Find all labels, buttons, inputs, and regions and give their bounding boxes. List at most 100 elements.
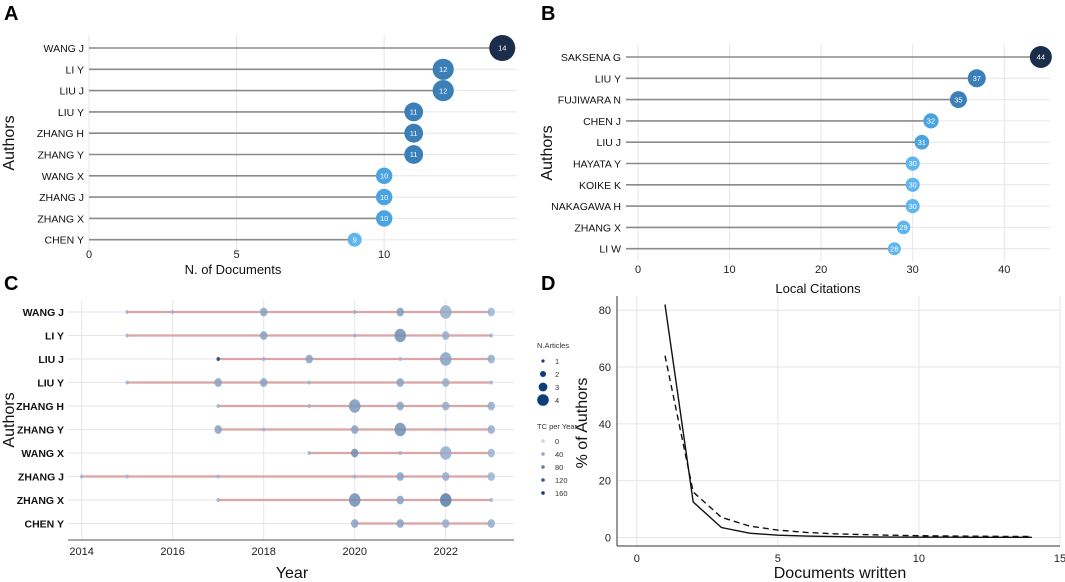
panel-c-bubble-8-4 (489, 498, 493, 502)
panel-d-xtick-label-2: 10 (913, 553, 925, 565)
panel-a-value-label-8: 10 (380, 214, 388, 223)
panel-letter-b: B (541, 3, 555, 25)
panel-c-xtick-label-3: 2020 (342, 546, 366, 558)
panel-c-bubble-7-3 (353, 474, 357, 479)
panel-b-category-label-2: FUJIWARA N (558, 95, 621, 107)
panel-b-dot-6 (905, 177, 920, 192)
panel-c-author-label-9: CHEN Y (25, 519, 64, 531)
panel-c-bubble-5-0 (214, 425, 222, 434)
panel-a-value-label-9: 9 (353, 235, 357, 244)
panel-c-bubble-2-0 (216, 357, 220, 361)
panel-b-xlabel: Local Citations (775, 281, 861, 296)
panel-b-value-label-1: 37 (973, 74, 981, 83)
panel-c-bubble-2-3 (398, 357, 402, 361)
panel-c-bubble-8-0 (216, 498, 220, 502)
panel-c-bubble-9-3 (487, 519, 495, 528)
panel-b-xtick-label-3: 30 (907, 264, 919, 276)
panel-c-bubble-1-0 (125, 333, 129, 338)
panel-c-legend-tc-title: TC per Year (537, 422, 578, 431)
panel-a-value-label-2: 12 (439, 86, 447, 95)
panel-letter-a: A (4, 3, 18, 25)
panel-a-category-label-4: ZHANG H (37, 128, 84, 140)
panel-b-value-label-4: 31 (918, 138, 926, 147)
panel-c-xlabel: Year (276, 565, 309, 582)
panel-c-bubble-4-0 (216, 404, 220, 408)
panel-c-bubble-7-2 (216, 474, 220, 479)
panel-c-bubble-7-5 (441, 472, 450, 481)
panel-a-dot-1 (432, 58, 454, 80)
panel-a-dot-5 (404, 145, 424, 164)
panel-c-bubble-8-2 (396, 495, 404, 505)
panel-c-bubble-4-1 (307, 404, 311, 408)
panel-a-dot-8 (375, 210, 393, 227)
panel-b-dot-2 (949, 91, 967, 109)
panel-c-legend-size-label-1: 2 (555, 370, 559, 379)
panel-b-category-label-8: ZHANG X (574, 222, 621, 234)
panel-b-value-label-2: 35 (954, 95, 962, 104)
panel-d-ylabel: % of Authors (574, 378, 591, 469)
panel-c-legend-tc-dot-0 (541, 439, 545, 443)
panel-c-bubble-9-0 (350, 519, 359, 528)
panel-c-bubble-0-5 (439, 305, 452, 319)
panel-c-bubble-2-5 (487, 354, 495, 364)
panel-c-bubble-5-1 (261, 427, 266, 432)
panel-c-legend-tc-dot-2 (541, 465, 545, 469)
panel-c-legend-size-dot-3 (537, 394, 549, 406)
panel-c-legend-size-dot-0 (541, 359, 545, 363)
panel-b-category-label-1: LIU Y (595, 73, 621, 85)
panel-c-author-label-2: LIU J (38, 354, 64, 366)
panel-b-category-label-7: NAKAGAWA H (551, 201, 621, 213)
panel-c-author-label-8: ZHANG X (17, 495, 64, 507)
panel-d-ytick-label-2: 40 (599, 419, 611, 431)
panel-c-bubble-7-0 (79, 474, 84, 479)
panel-a-value-label-4: 11 (410, 129, 418, 138)
panel-b-dot-7 (905, 199, 920, 214)
panel-b-category-label-0: SAKSENA G (561, 52, 621, 64)
panel-b-dot-5 (905, 156, 920, 171)
panel-a-xtick-label-0: 0 (86, 249, 92, 261)
panel-d-ytick-label-1: 20 (599, 476, 611, 488)
panel-a-dot-3 (404, 102, 424, 122)
panel-b-category-label-4: LIU J (596, 137, 621, 149)
panel-c-bubble-1-5 (489, 333, 493, 338)
panel-d-xlabel: Documents written (774, 565, 907, 582)
panel-b-value-label-9: 28 (890, 244, 898, 253)
panel-d-series-line-1 (664, 355, 1032, 538)
panel-a-dot-6 (375, 167, 393, 184)
panel-c-bubble-0-3 (353, 310, 357, 314)
panel-c-bubble-1-3 (394, 328, 407, 343)
panel-c-bubble-5-5 (487, 425, 495, 434)
panel-c-bubble-7-6 (487, 472, 495, 481)
panel-c-bubble-6-3 (439, 446, 452, 460)
panel-a-xlabel: N. of Documents (185, 262, 282, 277)
panel-c-bubble-3-1 (214, 378, 222, 387)
panel-a-category-label-0: WANG J (44, 43, 84, 55)
panel-a-category-label-3: LIU Y (58, 107, 84, 119)
panel-a-category-label-2: LIU J (59, 86, 84, 98)
panel-c-bubble-4-3 (396, 401, 404, 411)
panel-c-bubble-7-1 (125, 474, 129, 479)
panel-d-ytick-label-3: 60 (599, 362, 611, 374)
panel-c-bubble-9-1 (396, 519, 404, 528)
panel-c-bubble-3-6 (489, 380, 493, 385)
panel-a-ylabel: Authors (1, 115, 18, 170)
panel-c-bubble-6-1 (350, 448, 359, 458)
panel-c-bubble-3-4 (396, 378, 404, 387)
panel-letter-d: D (541, 273, 555, 295)
panel-b-dot-3 (923, 113, 939, 129)
panel-c-legend-n-title: N.Articles (537, 341, 569, 350)
panel-c-bubble-7-4 (396, 472, 404, 481)
panel-c-legend-size-label-2: 3 (555, 383, 559, 392)
panel-b-category-label-9: LI W (599, 244, 621, 256)
panel-b-dot-9 (887, 242, 901, 256)
panel-b-value-label-6: 30 (908, 181, 916, 190)
panel-a-dot-4 (404, 123, 424, 143)
panel-c-bubble-9-2 (441, 519, 450, 528)
panel-a-category-label-5: ZHANG Y (38, 150, 84, 162)
panel-c-bubble-6-4 (487, 448, 495, 458)
panel-c-bubble-1-1 (259, 331, 268, 340)
panel-c-bubble-2-2 (305, 354, 313, 364)
panel-c-legend-tc-label-0: 0 (555, 437, 559, 446)
panel-a-value-label-5: 11 (410, 150, 418, 159)
